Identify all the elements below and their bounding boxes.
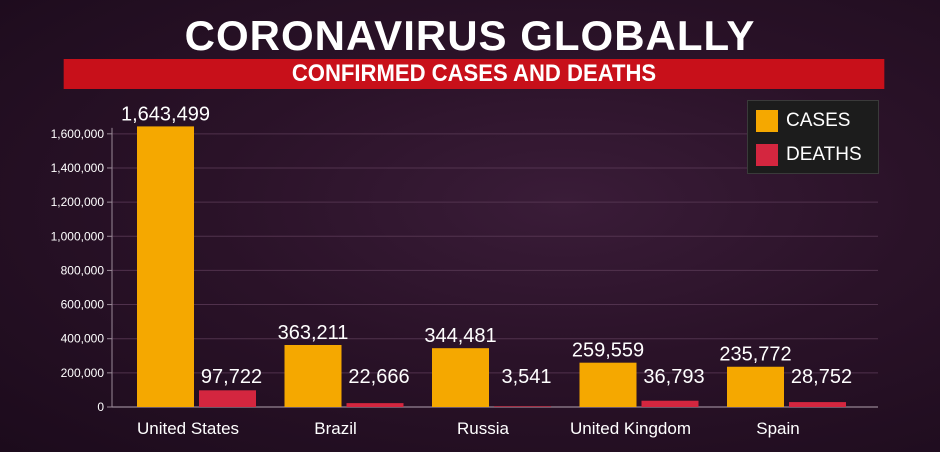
data-label-deaths: 97,722 <box>201 366 262 388</box>
data-label-deaths: 3,541 <box>501 366 551 388</box>
chart-subtitle-banner: CONFIRMED CASES AND DEATHS <box>63 59 885 89</box>
data-label-deaths: 22,666 <box>348 366 409 388</box>
bars <box>137 126 846 407</box>
y-tick-label: 1,200,000 <box>51 195 105 209</box>
x-tick-label: United Kingdom <box>570 419 691 438</box>
bar-deaths <box>346 403 404 407</box>
x-tick-label: Russia <box>457 419 510 438</box>
y-tick-label: 200,000 <box>61 366 105 380</box>
bar-deaths <box>789 402 846 407</box>
x-tick-label: Spain <box>756 419 799 438</box>
bar-cases <box>137 126 194 407</box>
data-label-cases: 1,643,499 <box>121 103 210 125</box>
y-tick-label: 1,600,000 <box>51 127 105 141</box>
legend-label-cases: CASES <box>786 110 851 131</box>
y-tick-label: 600,000 <box>61 298 105 312</box>
y-tick-label: 400,000 <box>61 332 105 346</box>
y-tick-label: 800,000 <box>61 263 105 277</box>
bar-cases <box>432 348 489 407</box>
bar-cases <box>284 344 342 407</box>
data-label-cases: 259,559 <box>572 340 644 362</box>
chart-subtitle: CONFIRMED CASES AND DEATHS <box>291 60 657 87</box>
bar-deaths <box>199 390 256 407</box>
data-label-cases: 363,211 <box>278 322 349 344</box>
legend-swatch-cases <box>756 110 778 132</box>
data-label-cases: 235,772 <box>719 344 791 366</box>
bar-deaths <box>641 400 699 407</box>
bar-cases <box>727 366 784 407</box>
x-tick-label: Brazil <box>314 419 357 438</box>
y-tick-label: 1,000,000 <box>51 229 105 243</box>
y-tick-label: 0 <box>97 400 104 414</box>
y-axis: 0 200,000 400,000 600,000 800,000 1,000,000 1,… <box>51 127 113 414</box>
y-tick-label: 1,400,000 <box>51 161 105 175</box>
x-axis-labels: United States Brazil Russia United Kingdom S… <box>137 419 800 438</box>
legend-label-deaths: DEATHS <box>786 144 862 165</box>
data-labels: 1,643,499 97,722 363,211 22,666 344,4813,541… <box>121 103 852 388</box>
chart-title: CORONAVIRUS GLOBALLY <box>184 12 756 59</box>
legend-swatch-deaths <box>756 144 778 166</box>
data-label-deaths: 28,752 <box>791 366 852 388</box>
bar-cases <box>579 362 637 407</box>
data-label-deaths: 36,793 <box>643 366 704 388</box>
legend: CASES DEATHS <box>747 100 879 174</box>
legend-item-cases: CASES <box>756 109 850 133</box>
x-tick-label: United States <box>137 419 239 438</box>
legend-item-deaths: DEATHS <box>756 143 862 167</box>
bar-deaths <box>494 406 551 407</box>
data-label-cases: 344,481 <box>424 325 496 347</box>
